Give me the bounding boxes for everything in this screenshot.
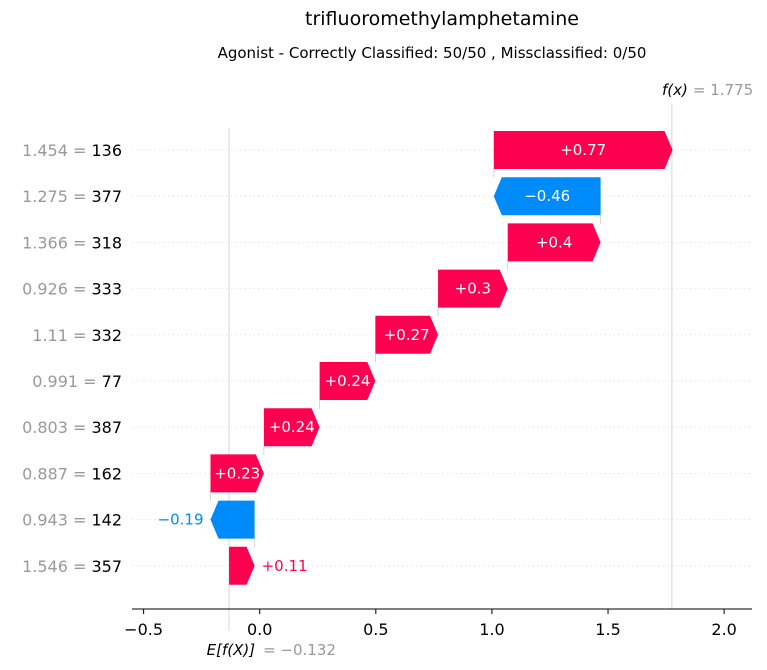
bar-value-label: +0.24 bbox=[269, 418, 315, 436]
feature-name: 77 bbox=[102, 372, 122, 391]
feature-name: 142 bbox=[91, 511, 122, 530]
feature-value: 1.275 = bbox=[22, 187, 91, 206]
contribution-bar bbox=[210, 454, 264, 493]
feature-label: 1.275 = 377 bbox=[22, 187, 122, 206]
contribution-bar bbox=[375, 315, 439, 354]
feature-value: 0.926 = bbox=[22, 280, 91, 299]
bar-value-label: +0.77 bbox=[560, 141, 606, 159]
x-tick-label: 1.0 bbox=[479, 620, 504, 639]
bar-value-label: +0.3 bbox=[455, 280, 491, 298]
chart-subtitle: Agonist - Correctly Classified: 50/50 , … bbox=[218, 44, 647, 62]
bar-value-label: +0.24 bbox=[325, 372, 371, 390]
contribution-bar bbox=[438, 269, 508, 308]
feature-name: 387 bbox=[91, 418, 122, 437]
feature-name: 136 bbox=[91, 141, 122, 160]
feature-label: 1.546 = 357 bbox=[22, 557, 122, 576]
base-value-text: = −0.132 bbox=[263, 641, 336, 659]
feature-label: 0.943 = 142 bbox=[22, 511, 122, 530]
x-tick-label: 1.5 bbox=[595, 620, 620, 639]
contribution-bar bbox=[319, 362, 376, 400]
feature-value: 0.887 = bbox=[22, 464, 91, 483]
feature-name: 332 bbox=[91, 326, 122, 345]
feature-name: 318 bbox=[91, 233, 122, 252]
feature-label: 0.991 = 77 bbox=[32, 372, 122, 391]
bar-value-label: −0.19 bbox=[158, 511, 204, 529]
contribution-bars: +0.77 −0.46 +0.4 +0.3 +0.27 +0.24 +0.24 +0.23 −0… bbox=[158, 131, 673, 585]
feature-name: 357 bbox=[91, 557, 122, 576]
feature-value: 1.366 = bbox=[22, 233, 91, 252]
contribution-bar bbox=[507, 223, 601, 262]
contribution-bar bbox=[229, 546, 255, 585]
feature-label: 1.454 = 136 bbox=[22, 141, 122, 160]
x-tick-label: 2.0 bbox=[711, 620, 736, 639]
x-tick-label: 0.0 bbox=[247, 620, 272, 639]
x-tick-label: −0.5 bbox=[124, 620, 163, 639]
bar-value-label: +0.23 bbox=[214, 464, 260, 482]
bar-value-label: +0.4 bbox=[536, 233, 572, 251]
chart-title: trifluoromethylamphetamine bbox=[305, 8, 579, 30]
output-value-text: = 1.775 bbox=[693, 81, 753, 99]
feature-name: 377 bbox=[91, 187, 122, 206]
feature-value: 1.11 = bbox=[32, 326, 91, 345]
feature-label: 0.926 = 333 bbox=[22, 280, 122, 299]
feature-value: 0.991 = bbox=[32, 372, 101, 391]
contribution-bar bbox=[493, 131, 673, 169]
bar-value-label: −0.46 bbox=[524, 187, 570, 205]
feature-label: 1.366 = 318 bbox=[22, 233, 122, 252]
feature-value: 0.803 = bbox=[22, 418, 91, 437]
feature-value: 1.546 = bbox=[22, 557, 91, 576]
contribution-bar bbox=[493, 177, 601, 216]
feature-name: 333 bbox=[91, 280, 122, 299]
feature-value: 1.454 = bbox=[22, 141, 91, 160]
base-value-name: E[f(X)] bbox=[207, 641, 256, 659]
bar-value-label: +0.27 bbox=[384, 326, 430, 344]
feature-value: 0.943 = bbox=[22, 511, 91, 530]
contribution-bar bbox=[210, 500, 255, 539]
x-tick-label: 0.5 bbox=[363, 620, 388, 639]
output-value-name: f(x) bbox=[662, 81, 688, 99]
feature-label: 1.11 = 332 bbox=[32, 326, 122, 345]
value-annotations: E[f(X)] = −0.132 f(x) = 1.775 bbox=[207, 81, 754, 659]
feature-labels: 1.454 = 136 1.275 = 377 1.366 = 318 0.926 =… bbox=[22, 141, 122, 576]
feature-name: 162 bbox=[91, 464, 122, 483]
bar-value-label: +0.11 bbox=[262, 557, 308, 575]
contribution-bar bbox=[263, 408, 320, 447]
feature-label: 0.803 = 387 bbox=[22, 418, 122, 437]
connector-lines bbox=[210, 104, 673, 631]
feature-label: 0.887 = 162 bbox=[22, 464, 122, 483]
x-axis: −0.5 0.0 0.5 1.0 1.5 2.0 bbox=[124, 608, 752, 639]
